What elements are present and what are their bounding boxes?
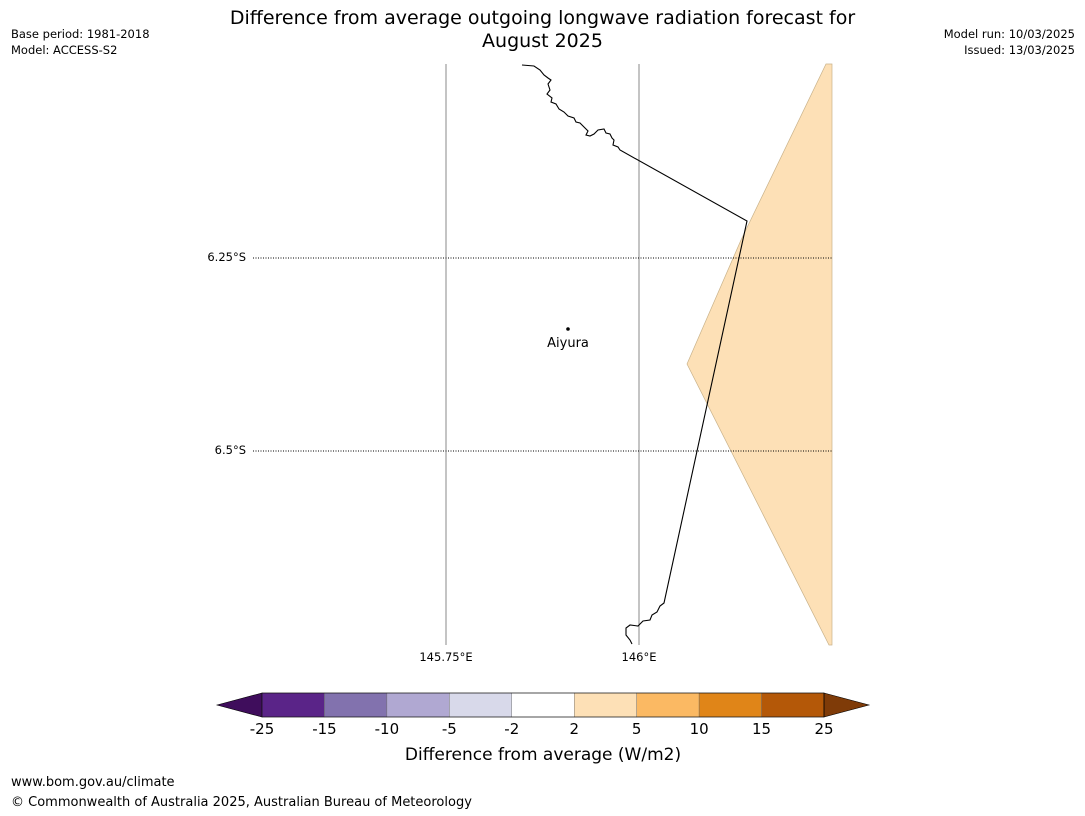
- lat-label-6-5: 6.5°S: [214, 443, 246, 457]
- colorbar-tick-label: 2: [569, 720, 579, 738]
- base-period: Base period: 1981-2018: [11, 27, 150, 41]
- colorbar-label: Difference from average (W/m2): [404, 745, 682, 765]
- colorbar-segment: [386, 692, 450, 718]
- model-name: Model: ACCESS-S2: [11, 43, 118, 57]
- colorbar-tick-label: 5: [631, 720, 642, 738]
- colorbar-outline: [261, 692, 825, 718]
- colorbar-segment: [261, 692, 325, 718]
- colorbar-segment: [511, 692, 575, 718]
- issued-date: Issued: 13/03/2025: [964, 43, 1075, 57]
- footer-url[interactable]: www.bom.gov.au/climate: [11, 775, 175, 790]
- colorbar-segment: [636, 692, 700, 718]
- title-line-1: Difference from average outgoing longwav…: [229, 7, 856, 29]
- colorbar-tick-label: -10: [374, 720, 400, 738]
- colorbar-extend-low: [215, 692, 263, 718]
- colorbar-tick-label: -25: [249, 720, 275, 738]
- colorbar-segment: [698, 692, 762, 718]
- footer-copyright: © Commonwealth of Australia 2025, Austra…: [11, 795, 472, 810]
- colorbar-tick-label: -2: [504, 720, 520, 738]
- title-line-2: August 2025: [482, 30, 603, 52]
- colorbar-tick-label: 15: [752, 720, 772, 738]
- colorbar-tick-label: 25: [814, 720, 834, 738]
- meta-right: Model run: 10/03/2025 Issued: 13/03/2025: [944, 26, 1075, 58]
- lon-label-145-75: 145.75°E: [419, 650, 473, 664]
- colorbar-segment: [574, 692, 637, 718]
- colorbar-extend-high: [823, 692, 871, 718]
- province-boundary: [521, 64, 748, 645]
- town-marker: [566, 327, 570, 331]
- anomaly-region: [686, 63, 833, 646]
- place-label: Aiyura: [547, 336, 589, 351]
- lat-label-6-25: 6.25°S: [207, 250, 246, 264]
- meta-left: Base period: 1981-2018 Model: ACCESS-S2: [11, 26, 150, 58]
- colorbar-tick-label: -15: [312, 720, 337, 738]
- colorbar-segment: [761, 692, 825, 718]
- lon-label-146: 146°E: [621, 650, 657, 664]
- map-title: Difference from average outgoing longwav…: [0, 7, 1085, 53]
- colorbar-tick-label: 10: [689, 720, 709, 738]
- colorbar-segment: [449, 692, 512, 718]
- model-run: Model run: 10/03/2025: [943, 27, 1075, 41]
- colorbar-segment: [324, 692, 388, 718]
- colorbar-tick-label: -5: [441, 720, 457, 738]
